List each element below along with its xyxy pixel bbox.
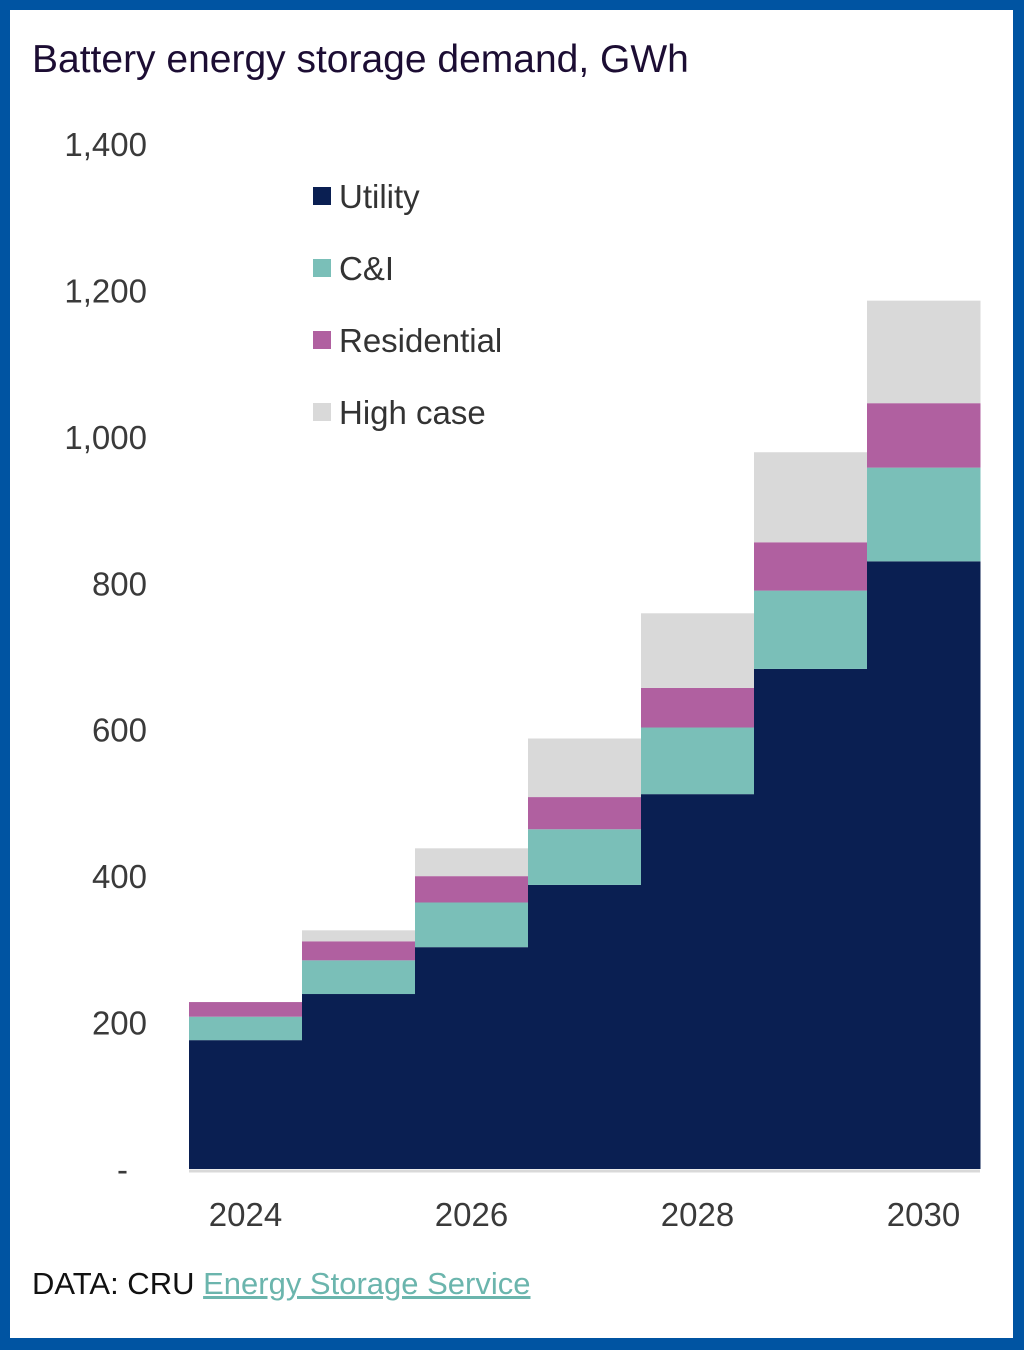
y-tick-label: 1,400 [64, 126, 147, 163]
legend-label: Utility [339, 178, 420, 215]
legend-swatch-utility [313, 187, 331, 205]
bar-2028-residential [641, 687, 755, 728]
x-tick-label: 2030 [887, 1196, 960, 1233]
x-tick-label: 2024 [209, 1196, 282, 1233]
bar-2028-high-case [641, 613, 755, 688]
y-tick-label: 400 [92, 858, 147, 895]
bar-2030-utility [867, 561, 981, 1169]
bar-2026-c-i [415, 902, 529, 948]
source-prefix: DATA: CRU [32, 1266, 195, 1301]
x-tick-label: 2028 [661, 1196, 734, 1233]
y-tick-label: 600 [92, 712, 147, 749]
bar-2030-residential [867, 403, 981, 468]
y-tick-label: - [117, 1151, 128, 1188]
bar-2025-residential [302, 941, 416, 961]
bar-2028-utility [641, 794, 755, 1169]
bar-2029-utility [754, 668, 868, 1169]
legend: Utility C&I Residential High case [313, 178, 502, 431]
bar-2025-c-i [302, 960, 416, 995]
bar-2027-high-case [528, 738, 642, 798]
bar-2024-residential [189, 1002, 303, 1017]
bars-group [189, 300, 981, 1169]
bar-2027-residential [528, 797, 642, 830]
y-tick-label: 1,200 [64, 272, 147, 309]
bar-2030-c-i [867, 467, 981, 562]
bar-2029-high-case [754, 452, 868, 543]
bar-2024-utility [189, 1040, 303, 1169]
legend-swatch-high-case [313, 403, 331, 421]
bar-2027-utility [528, 884, 642, 1169]
legend-swatch-c-i [313, 259, 331, 277]
bar-2028-c-i [641, 727, 755, 795]
bar-2029-c-i [754, 590, 868, 669]
source-note: DATA: CRU Energy Storage Service [32, 1266, 531, 1302]
bar-2025-utility [302, 994, 416, 1169]
bar-2025-high-case [302, 930, 416, 942]
legend-label: High case [339, 394, 486, 431]
y-tick-label: 800 [92, 565, 147, 602]
bar-2027-c-i [528, 829, 642, 885]
bar-2030-high-case [867, 300, 981, 404]
x-axis-ticks: 2024 2026 2028 2030 [209, 1196, 960, 1233]
legend-swatch-residential [313, 331, 331, 349]
chart-title: Battery energy storage demand, GWh [32, 38, 689, 81]
x-tick-label: 2026 [435, 1196, 508, 1233]
bar-2024-c-i [189, 1016, 303, 1041]
y-tick-label: 200 [92, 1005, 147, 1042]
bar-2029-residential [754, 542, 868, 591]
y-tick-label: 1,000 [64, 419, 147, 456]
source-link[interactable]: Energy Storage Service [203, 1266, 531, 1301]
bar-2026-high-case [415, 848, 529, 877]
legend-label: C&I [339, 250, 394, 287]
bar-2026-residential [415, 876, 529, 903]
bar-2026-utility [415, 947, 529, 1169]
y-axis-ticks: - 200 400 600 800 1,000 1,200 1,400 [64, 126, 147, 1188]
legend-label: Residential [339, 322, 502, 359]
